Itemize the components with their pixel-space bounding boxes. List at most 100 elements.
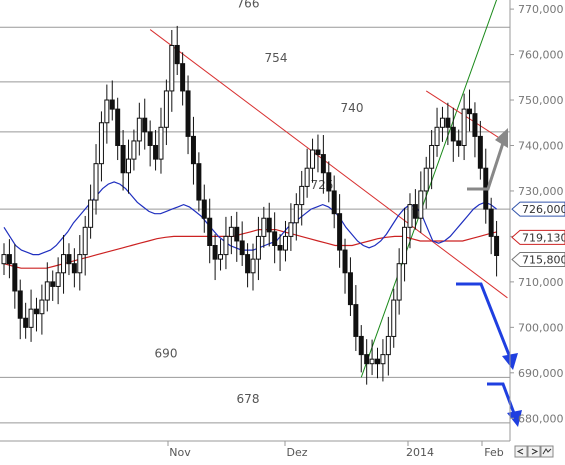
forecast-down-arrow-1 xyxy=(456,282,513,361)
candle-body xyxy=(282,235,288,251)
candle-body xyxy=(163,90,169,128)
candle-body xyxy=(126,158,131,174)
candle-body xyxy=(396,263,402,301)
candle-body xyxy=(250,258,256,274)
x-tick-label: Feb xyxy=(484,446,503,459)
level-label: 766 xyxy=(237,0,260,10)
candle-body xyxy=(385,335,391,356)
candle-body xyxy=(320,154,326,174)
scroll-controls[interactable] xyxy=(514,445,554,458)
candle-body xyxy=(196,163,202,201)
candle-body xyxy=(423,167,429,192)
candle-body xyxy=(239,240,245,256)
candle-body xyxy=(109,99,115,110)
level-label: 740 xyxy=(341,101,364,115)
candle-body xyxy=(77,254,83,274)
y-tick-label: 700,000 xyxy=(518,321,564,334)
candle-body xyxy=(337,213,343,251)
candle-body xyxy=(39,299,45,315)
y-tick-label: 710,000 xyxy=(518,276,564,289)
x-tick-label: Dez xyxy=(286,446,307,459)
candle-body xyxy=(142,117,148,133)
candle-body xyxy=(277,245,283,251)
candle-body xyxy=(228,226,234,237)
nav-zoom-icon[interactable] xyxy=(540,445,554,458)
candle-body xyxy=(223,235,229,256)
candle-body xyxy=(331,190,337,215)
candle-body xyxy=(136,117,142,142)
candle-body xyxy=(299,185,305,206)
value-tags: 726,000 719,130 715,800 xyxy=(511,201,565,268)
y-tick-label: 690,000 xyxy=(518,367,564,380)
candle-body xyxy=(44,281,50,301)
candle-body xyxy=(131,140,137,160)
ma-long-line xyxy=(3,229,497,269)
x-axis: Nov Dez 2014 Feb xyxy=(0,440,510,459)
candle-body xyxy=(61,254,67,274)
candle-body xyxy=(358,335,364,356)
candle-body xyxy=(353,304,359,337)
y-tick-label: 770,000 xyxy=(518,3,564,16)
resistance-line-2 xyxy=(425,90,508,144)
candle-body xyxy=(418,190,424,219)
y-tick-label: 740,000 xyxy=(518,139,564,152)
candle-body xyxy=(467,108,473,115)
nav-left-arrow-icon[interactable] xyxy=(514,445,528,458)
candle-body xyxy=(245,254,251,274)
candle-body xyxy=(28,308,34,328)
candle-body xyxy=(234,226,240,242)
value-tag xyxy=(511,229,565,245)
forecast-arrows xyxy=(456,128,522,427)
value-tag xyxy=(511,252,565,268)
x-tick-label: Nov xyxy=(169,446,191,459)
candle-body xyxy=(66,254,72,265)
forecast-down-arrow-2 xyxy=(487,382,517,417)
candle-body xyxy=(153,144,159,160)
candle-body xyxy=(477,135,483,169)
candle-body xyxy=(158,126,164,160)
candle-body xyxy=(120,144,126,174)
candle-body xyxy=(450,126,456,142)
candle-body xyxy=(472,113,478,137)
candle-body xyxy=(266,217,272,233)
candle-body xyxy=(169,44,175,92)
candle-body xyxy=(407,204,413,228)
candle-body xyxy=(255,235,261,260)
candle-body xyxy=(310,149,316,169)
candle-body xyxy=(12,263,18,292)
candle-body xyxy=(304,167,310,187)
level-label: 678 xyxy=(237,392,260,406)
candle-body xyxy=(342,249,348,274)
candle-body xyxy=(6,254,12,265)
y-tick-label: 680,000 xyxy=(518,412,564,425)
candle-body xyxy=(402,226,408,265)
nav-right-arrow-icon-glyph[interactable] xyxy=(531,448,539,455)
candle-body xyxy=(104,99,110,124)
candle-body xyxy=(93,163,99,201)
candle-body xyxy=(185,90,191,137)
candle-body xyxy=(445,117,451,128)
candle-body xyxy=(364,354,370,365)
candle-body xyxy=(115,108,121,146)
candle-body xyxy=(55,272,61,287)
candle-body xyxy=(17,290,23,319)
nav-left-arrow-icon-glyph[interactable] xyxy=(516,448,524,455)
candle-body xyxy=(288,222,294,237)
candle-body xyxy=(326,172,332,192)
x-tick-label: 2014 xyxy=(406,446,434,459)
candle-body xyxy=(88,199,94,228)
nav-right-arrow-icon[interactable] xyxy=(527,445,541,458)
candle-body xyxy=(494,235,500,257)
candle-body xyxy=(369,358,375,365)
candle-body xyxy=(380,354,386,365)
value-tag-label: 719,130 xyxy=(522,231,565,244)
nav-zoom-icon-glyph[interactable] xyxy=(542,448,552,455)
candle-body xyxy=(315,149,321,156)
candle-body xyxy=(190,135,196,165)
candle-body xyxy=(33,308,39,315)
candle-body xyxy=(71,263,77,274)
